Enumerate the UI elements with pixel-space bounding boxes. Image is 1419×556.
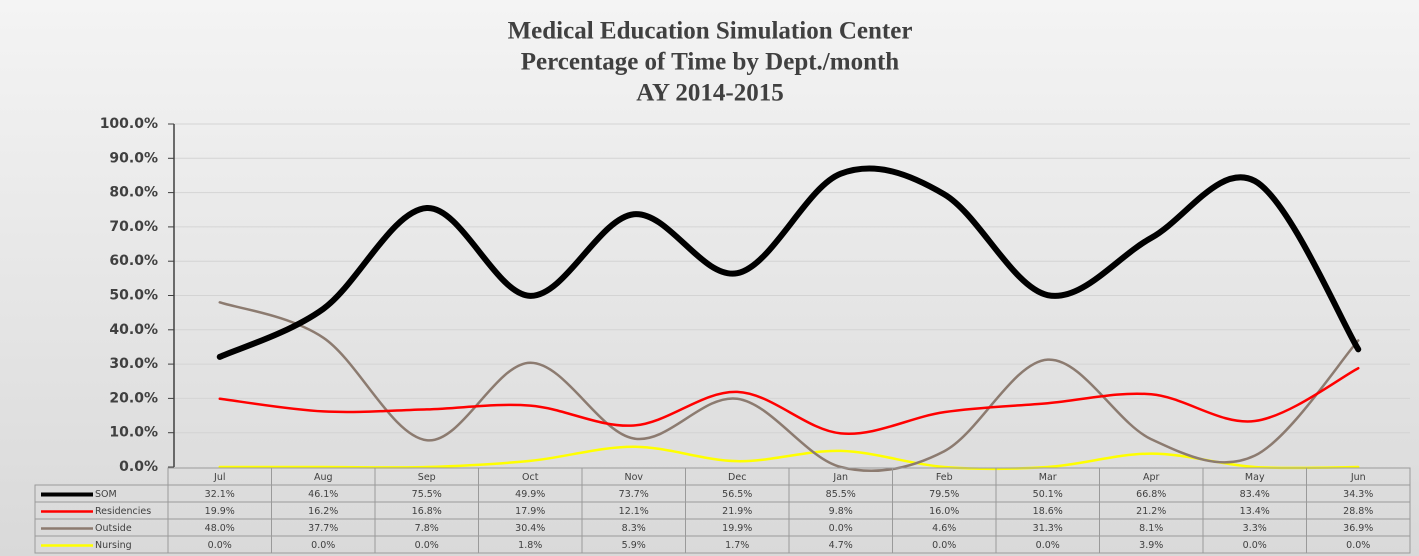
x-tick-label: Jan <box>832 472 848 483</box>
grid: 0.0% 10.0% 20.0% 30.0% 40.0% 50.0% 60.0% 70.0% 8… <box>100 116 1410 475</box>
x-tick-label: Jul <box>213 472 225 483</box>
data-label: 73.7% <box>619 489 649 500</box>
data-label: 18.6% <box>1033 506 1063 517</box>
data-label: 16.2% <box>308 506 338 517</box>
chart-subtitle: AY 2014-2015 <box>636 80 783 107</box>
y-tick-label: 20.0% <box>109 390 158 406</box>
data-label: 19.9% <box>205 506 235 517</box>
data-label: 0.0% <box>1346 540 1370 551</box>
x-tick-label: Nov <box>624 472 643 483</box>
data-label: 49.9% <box>515 489 545 500</box>
data-label: 0.0% <box>311 540 335 551</box>
data-label: 21.2% <box>1136 506 1166 517</box>
data-label: 85.5% <box>826 489 856 500</box>
y-tick-label: 90.0% <box>109 150 158 166</box>
y-tick-label: 100.0% <box>100 116 158 132</box>
data-label: 0.0% <box>208 540 232 551</box>
data-label: 8.1% <box>1139 523 1163 534</box>
x-tick-label: Mar <box>1039 472 1057 483</box>
data-label: 48.0% <box>205 523 235 534</box>
data-label: 0.0% <box>1036 540 1060 551</box>
data-label: 83.4% <box>1240 489 1270 500</box>
data-label: 21.9% <box>722 506 752 517</box>
data-label: 32.1% <box>205 489 235 500</box>
data-label: 8.3% <box>622 523 646 534</box>
legend-label: Residencies <box>95 506 151 517</box>
x-tick-label: Apr <box>1143 472 1160 483</box>
data-label: 66.8% <box>1136 489 1166 500</box>
data-label: 16.8% <box>412 506 442 517</box>
chart-subtitle: Percentage of Time by Dept./month <box>521 49 900 76</box>
data-label: 12.1% <box>619 506 649 517</box>
y-tick-label: 40.0% <box>109 322 158 338</box>
data-label: 28.8% <box>1343 506 1373 517</box>
series-line <box>218 445 1360 471</box>
data-label: 1.7% <box>725 540 749 551</box>
data-label: 79.5% <box>929 489 959 500</box>
y-tick-label: 70.0% <box>109 219 158 235</box>
data-label: 19.9% <box>722 523 752 534</box>
data-label: 50.1% <box>1033 489 1063 500</box>
x-tick-label: Dec <box>728 472 746 483</box>
legend-label: Nursing <box>95 540 132 551</box>
x-tick-label: Oct <box>522 472 539 483</box>
data-label: 0.0% <box>829 523 853 534</box>
y-tick-label: 50.0% <box>109 288 158 304</box>
x-tick-label: Sep <box>418 472 436 483</box>
chart-title: Medical Education Simulation Center <box>508 18 913 45</box>
data-label: 34.3% <box>1343 489 1373 500</box>
data-label: 1.8% <box>518 540 542 551</box>
data-label: 9.8% <box>829 506 853 517</box>
data-label: 4.6% <box>932 523 956 534</box>
legend-label: Outside <box>95 523 132 534</box>
data-label: 3.9% <box>1139 540 1163 551</box>
data-label: 16.0% <box>929 506 959 517</box>
data-label: 0.0% <box>415 540 439 551</box>
data-label: 75.5% <box>412 489 442 500</box>
data-label: 0.0% <box>1243 540 1267 551</box>
data-table: Jul Aug Sep Oct Nov Dec Jan Feb Mar Apr May Jun SOM 3… <box>34 467 1411 554</box>
series-line <box>218 366 1360 436</box>
y-tick-label: 30.0% <box>109 356 158 372</box>
plot <box>216 165 1362 473</box>
y-tick-label: 0.0% <box>119 459 158 475</box>
data-label: 4.7% <box>829 540 853 551</box>
x-tick-label: Aug <box>314 472 333 483</box>
y-tick-label: 80.0% <box>109 185 158 201</box>
data-label: 36.9% <box>1343 523 1373 534</box>
data-label: 3.3% <box>1243 523 1267 534</box>
series-line <box>216 165 1362 360</box>
data-label: 56.5% <box>722 489 752 500</box>
series-line <box>218 301 1360 473</box>
y-tick-label: 60.0% <box>109 253 158 269</box>
y-tick-label: 10.0% <box>109 425 158 441</box>
data-label: 17.9% <box>515 506 545 517</box>
x-tick-label: May <box>1245 472 1265 483</box>
x-tick-label: Feb <box>936 472 953 483</box>
data-label: 0.0% <box>932 540 956 551</box>
x-tick-label: Jun <box>1350 472 1366 483</box>
data-label: 30.4% <box>515 523 545 534</box>
data-label: 13.4% <box>1240 506 1270 517</box>
data-label: 31.3% <box>1033 523 1063 534</box>
data-label: 37.7% <box>308 523 338 534</box>
data-label: 5.9% <box>622 540 646 551</box>
legend-label: SOM <box>95 489 117 500</box>
data-label: 7.8% <box>415 523 439 534</box>
data-label: 46.1% <box>308 489 338 500</box>
